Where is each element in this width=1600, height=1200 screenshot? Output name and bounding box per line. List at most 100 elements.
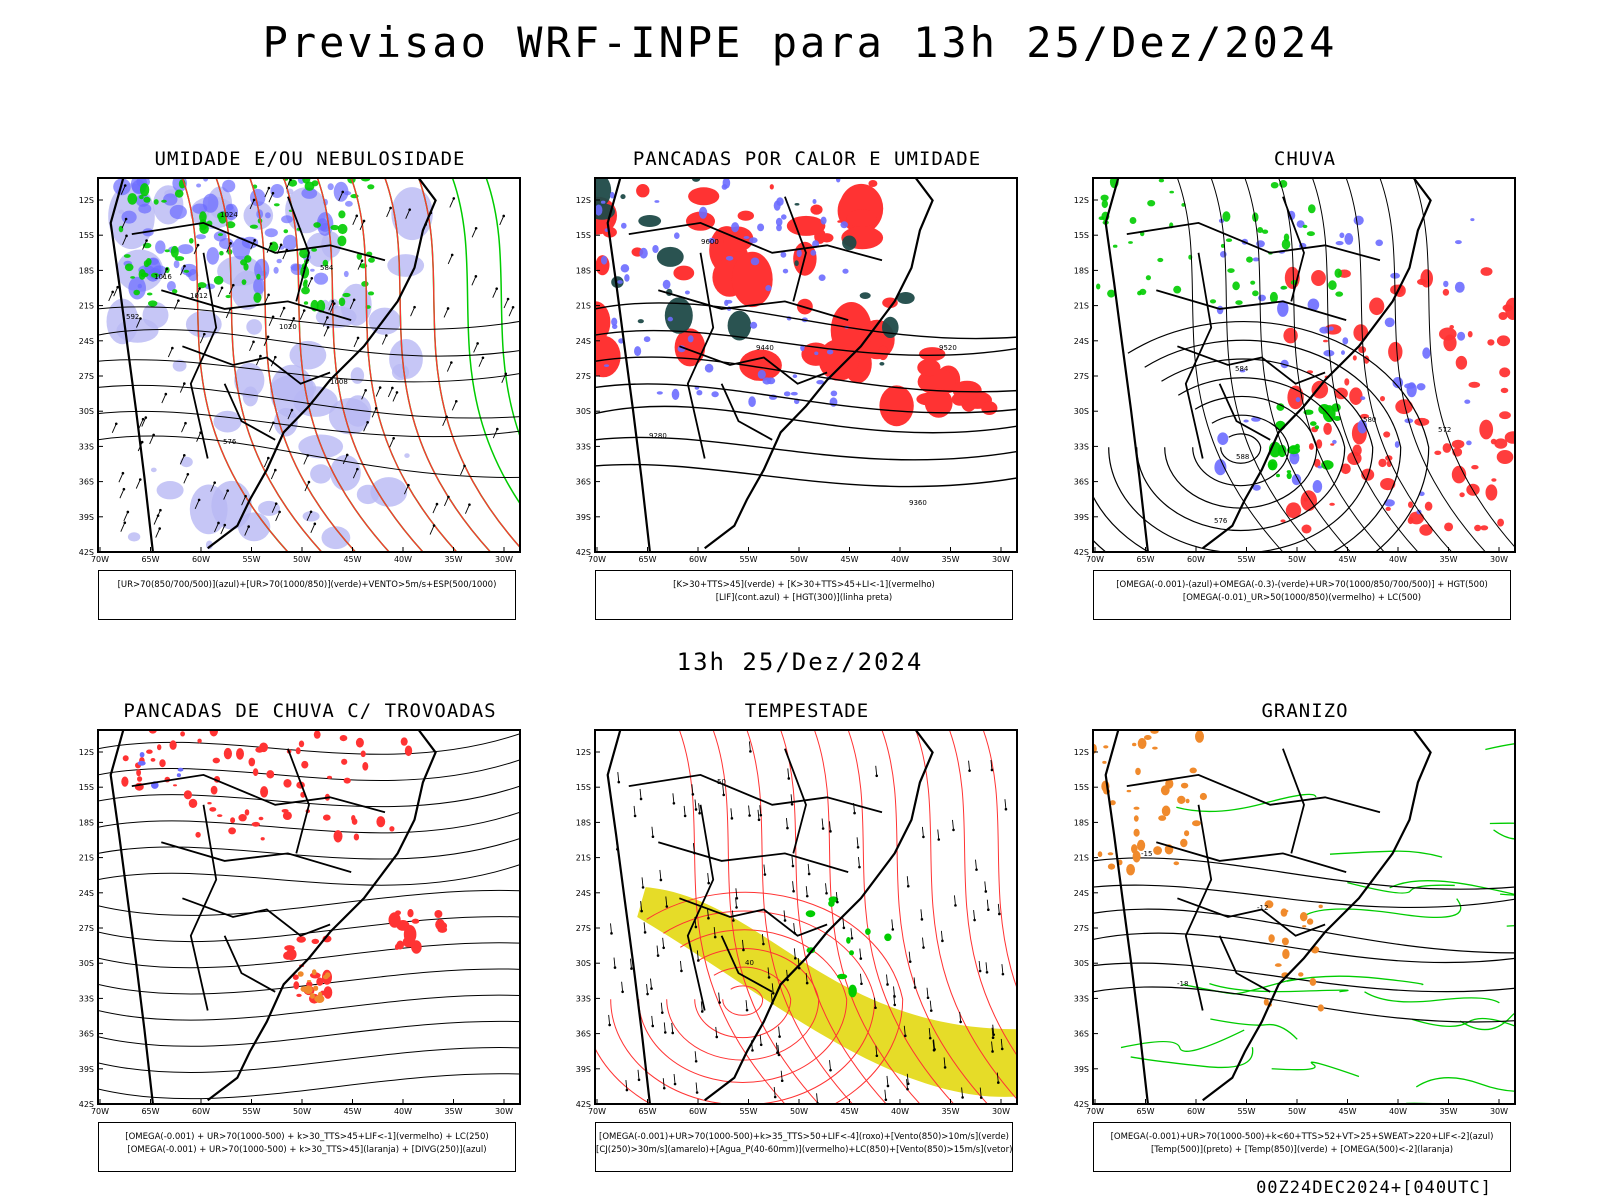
wind-vector-head [220, 286, 224, 290]
field-patch [766, 377, 776, 385]
wind-vector [694, 1051, 697, 1062]
field-patch [317, 218, 328, 231]
field-patch [389, 826, 395, 832]
field-patch [1161, 805, 1171, 817]
wind-vector [787, 768, 790, 779]
wind-vector [120, 185, 126, 195]
wind-vector-head [763, 873, 767, 876]
field-patch [1335, 241, 1344, 246]
field-patch [113, 178, 131, 196]
wind-vector-head [158, 527, 162, 530]
field-patch [1308, 204, 1316, 214]
field-patch [303, 301, 309, 305]
field-patch [139, 752, 145, 758]
lon-tick-label: 70W [91, 555, 109, 564]
wind-vector [149, 434, 155, 445]
lat-tick-label: 36S [79, 1030, 94, 1039]
wind-vector-head [886, 983, 889, 986]
contour-label: 576 [223, 438, 237, 446]
wind-vector [646, 984, 649, 995]
wind-vector [986, 899, 989, 910]
wind-vector [501, 373, 507, 384]
field-patch [1300, 490, 1317, 512]
contour-line [915, 730, 1017, 1100]
field-patch [238, 814, 247, 822]
field-patch [118, 209, 124, 214]
field-patch [1285, 502, 1302, 519]
state-border [686, 252, 715, 459]
wind-vector-head [672, 801, 676, 805]
wind-vector [859, 948, 862, 959]
wind-vector [816, 1093, 819, 1104]
wind-vector [322, 317, 328, 327]
wind-vector-head [621, 990, 624, 994]
field-patch [794, 260, 799, 267]
field-patch [1268, 934, 1275, 943]
wind-vector [451, 401, 457, 411]
field-patch [436, 921, 448, 931]
field-patch [1342, 337, 1349, 345]
field-patch [698, 206, 708, 219]
field-patch [773, 200, 781, 211]
wind-vector-head [749, 750, 752, 753]
wind-vector-head [138, 478, 142, 481]
field-patch [1152, 746, 1158, 750]
contour-line [666, 947, 820, 1061]
wind-vector-head [792, 889, 795, 893]
field-patch [1302, 224, 1308, 229]
streamline [98, 994, 520, 1021]
wind-vector [777, 1044, 780, 1055]
field-patch [722, 178, 731, 189]
wind-vector-head [253, 239, 256, 242]
field-patch [240, 259, 248, 266]
wind-vector-head [694, 808, 698, 811]
state-border [679, 345, 828, 385]
wind-vector [694, 799, 697, 810]
state-border [287, 748, 310, 854]
state-border [223, 935, 276, 993]
wind-vector-head [662, 1086, 666, 1090]
panel-title: TEMPESTADE [744, 700, 870, 722]
field-patch [123, 254, 131, 258]
wind-vector-head [159, 508, 162, 512]
contour-line [595, 891, 904, 1104]
field-patch [250, 188, 266, 207]
wind-vector-head [908, 960, 912, 963]
contour-label: 1024 [220, 211, 238, 219]
field-patch [1263, 998, 1269, 1006]
wind-vector [119, 489, 125, 499]
field-patch [1420, 269, 1433, 288]
state-border [287, 196, 310, 302]
lat-tick-label: 30S [1074, 959, 1089, 968]
field-patch [595, 301, 611, 343]
wind-vector [181, 423, 186, 433]
field-patch [878, 345, 889, 361]
wind-vector [179, 455, 185, 465]
contour-line [1278, 178, 1385, 552]
field-patch [252, 768, 259, 776]
field-patch [1353, 215, 1364, 226]
field-patch [865, 928, 871, 935]
field-patch [189, 238, 194, 244]
field-patch [1394, 441, 1400, 448]
field-patch [1468, 381, 1481, 388]
lat-tick-label: 18S [576, 818, 591, 827]
wind-vector [759, 805, 762, 816]
legend-box: [K>30+TTS>45](verde) + [K>30+TTS>45+LI<-… [595, 570, 1013, 620]
map-chuva: 576 580 584 588 572 12S 15S 18S 21S 24S 27S 30S 33S 3… [1074, 177, 1516, 564]
wind-vector-head [941, 939, 944, 943]
field-patch [296, 993, 302, 997]
wind-vector [306, 511, 312, 521]
legend-line: [OMEGA(-0.01)_UR>50(1000/850)(vermelho) … [1182, 593, 1422, 603]
field-patch [1407, 516, 1414, 525]
state-border [1282, 196, 1305, 302]
field-patch [284, 945, 295, 951]
wind-vector [381, 335, 387, 345]
lat-tick-label: 21S [79, 854, 94, 863]
wind-vector-head [504, 372, 508, 376]
field-patch [400, 737, 408, 746]
field-patch [313, 222, 321, 228]
wind-vector-head [266, 335, 270, 339]
field-patch [288, 179, 298, 187]
field-patch [296, 936, 306, 943]
